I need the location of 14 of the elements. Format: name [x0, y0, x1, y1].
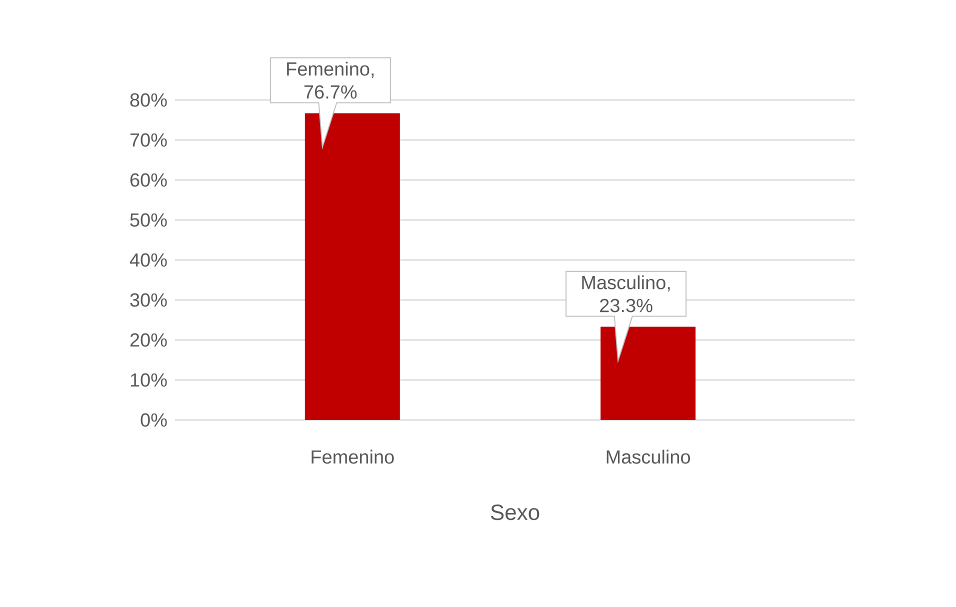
y-tick-label: 30% — [130, 293, 167, 307]
data-label: Femenino, 76.7% — [287, 62, 374, 99]
y-tick-label: 40% — [130, 253, 167, 267]
y-tick-label: 60% — [130, 173, 167, 187]
y-tick-label: 50% — [130, 213, 167, 227]
x-tick-label: Masculino — [606, 450, 690, 464]
y-tick-label: 10% — [130, 373, 167, 387]
x-tick-label: Femenino — [312, 450, 394, 464]
y-tick-label: 80% — [130, 93, 167, 107]
y-tick-label: 20% — [130, 333, 167, 347]
y-tick-label: 0% — [140, 413, 167, 427]
x-axis-title: Sexo — [490, 504, 540, 520]
y-tick-label: 70% — [130, 133, 167, 147]
data-label: Masculino, 23.3% — [582, 275, 670, 312]
